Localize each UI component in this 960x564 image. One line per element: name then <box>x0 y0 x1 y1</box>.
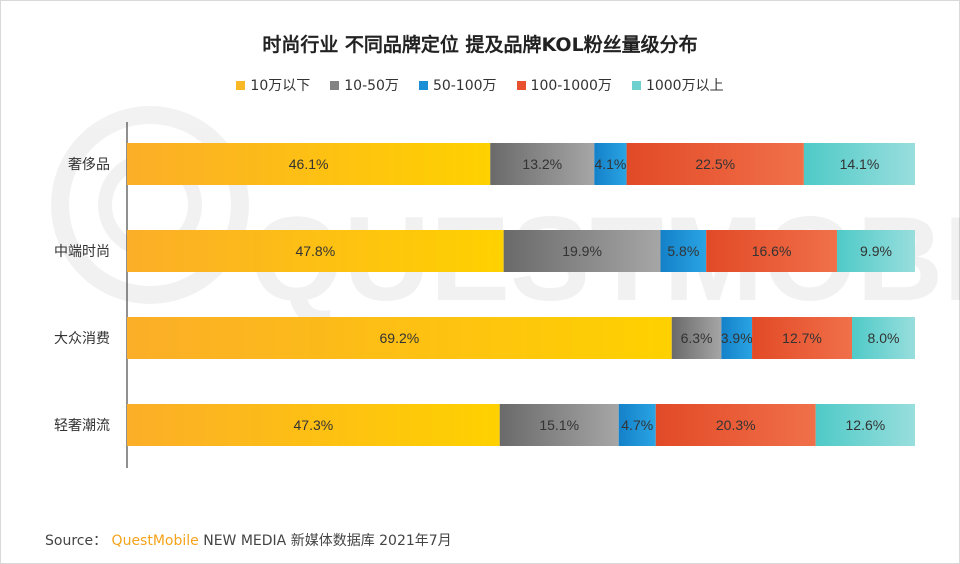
legend-label: 10-50万 <box>344 78 399 94</box>
bar-segment <box>127 230 504 272</box>
bar-segment <box>127 317 672 359</box>
data-label: 16.6% <box>752 243 792 259</box>
data-label: 47.8% <box>295 243 335 259</box>
legend-item-1m-10m: 100-1000万 <box>516 75 612 95</box>
data-label: 12.6% <box>846 417 886 433</box>
legend-swatch <box>330 80 340 90</box>
data-label: 8.0% <box>868 330 900 346</box>
bar-segment <box>752 317 853 359</box>
chart-title: 时尚行业 不同品牌定位 提及品牌KOL粉丝量级分布 <box>262 34 698 56</box>
bar-segment <box>490 143 595 185</box>
category-label: 轻奢潮流 <box>54 418 110 434</box>
legend: 10万以下 10-50万 50-100万 100-1000万 1000万以上 <box>0 75 960 95</box>
data-label: 15.1% <box>539 417 579 433</box>
data-label: 3.9% <box>721 330 753 346</box>
bar-segment <box>721 317 753 359</box>
bar-segment <box>852 317 915 359</box>
data-label: 22.5% <box>695 156 735 172</box>
bar-segment <box>594 143 627 185</box>
data-label: 14.1% <box>840 156 880 172</box>
data-label: 12.7% <box>782 330 822 346</box>
data-label: 13.2% <box>522 156 562 172</box>
legend-label: 50-100万 <box>432 78 497 94</box>
source-label: Source： <box>45 533 108 549</box>
source-brand: QuestMobile <box>111 533 199 549</box>
source-note: Source： QuestMobile NEW MEDIA 新媒体数据库 202… <box>45 530 452 550</box>
legend-item-500k-1m: 50-100万 <box>418 75 497 95</box>
legend-swatch <box>516 80 526 90</box>
bar-segment <box>815 404 915 446</box>
bar-segment <box>127 143 491 185</box>
legend-item-under-100k: 10万以下 <box>236 75 310 95</box>
legend-swatch <box>236 80 246 90</box>
data-label: 4.7% <box>621 417 653 433</box>
bar-segment <box>660 230 707 272</box>
data-label: 6.3% <box>681 330 713 346</box>
legend-swatch <box>418 80 428 90</box>
bar-segment <box>499 404 619 446</box>
bar-segment <box>626 143 804 185</box>
category-label: 中端时尚 <box>54 244 110 260</box>
legend-label: 1000万以上 <box>645 78 724 94</box>
data-label: 20.3% <box>716 417 756 433</box>
bar-segment <box>127 404 500 446</box>
data-label: 69.2% <box>380 330 420 346</box>
bar-segment <box>836 230 915 272</box>
source-text: NEW MEDIA 新媒体数据库 2021年7月 <box>203 533 452 549</box>
legend-swatch <box>631 80 641 90</box>
bars-group: 46.1% 13.2% 4.1% 22.5% 14.1% 47.8% 19.9% 5.8% 16… <box>127 143 915 446</box>
bar-segment <box>671 317 722 359</box>
legend-label: 10万以下 <box>250 78 311 94</box>
legend-label: 100-1000万 <box>530 78 612 94</box>
data-label: 4.1% <box>594 156 626 172</box>
data-label: 9.9% <box>860 243 892 259</box>
legend-item-100k-500k: 10-50万 <box>330 75 399 95</box>
bar-segment <box>618 404 656 446</box>
bar-segment <box>803 143 915 185</box>
data-label: 5.8% <box>667 243 699 259</box>
data-label: 46.1% <box>289 156 329 172</box>
category-label: 大众消费 <box>54 331 110 347</box>
data-label: 19.9% <box>562 243 602 259</box>
bar-segment <box>503 230 661 272</box>
watermark-ring <box>51 106 249 304</box>
category-label: 奢侈品 <box>68 157 110 173</box>
legend-item-over-10m: 1000万以上 <box>631 75 724 95</box>
bar-segment <box>706 230 837 272</box>
data-label: 47.3% <box>294 417 334 433</box>
bar-segment <box>655 404 816 446</box>
